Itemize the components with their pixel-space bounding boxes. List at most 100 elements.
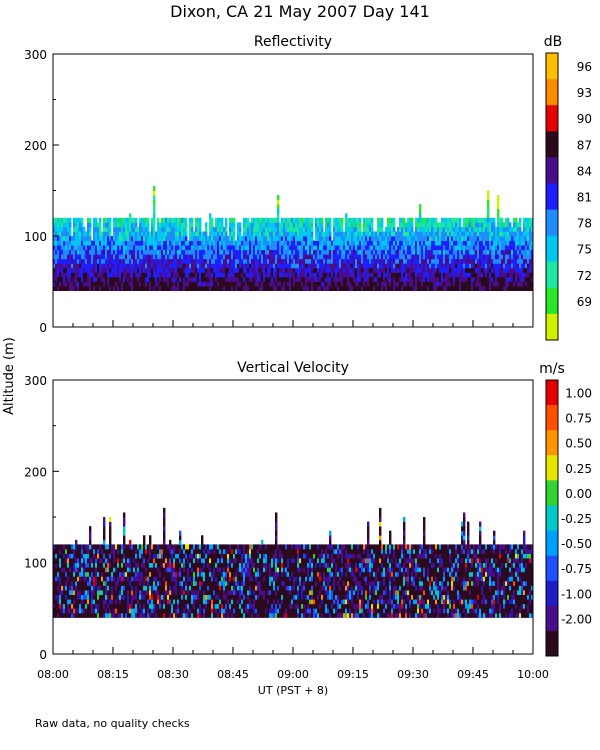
- heatmap-cell: [187, 590, 190, 596]
- heatmap-cell: [335, 272, 338, 278]
- heatmap-cell: [173, 603, 176, 609]
- heatmap-cell: [145, 240, 148, 246]
- heatmap-cell: [205, 226, 208, 232]
- heatmap-cell: [499, 263, 502, 269]
- heatmap-cell: [151, 245, 154, 251]
- heatmap-cell: [163, 263, 166, 269]
- heatmap-cell: [355, 267, 358, 273]
- heatmap-cell: [461, 258, 464, 264]
- heatmap-cell: [63, 594, 66, 600]
- heatmap-cell: [401, 249, 404, 255]
- heatmap-cell: [65, 281, 68, 287]
- heatmap-cell: [161, 254, 164, 260]
- heatmap-cell: [159, 222, 162, 228]
- heatmap-cell: [113, 594, 116, 600]
- heatmap-cell: [139, 580, 142, 586]
- vertical-velocity-title: Vertical Velocity: [237, 360, 349, 376]
- heatmap-cell: [167, 612, 170, 618]
- heatmap-cell: [55, 548, 58, 554]
- heatmap-cell: [257, 286, 260, 291]
- heatmap-cell: [443, 217, 446, 223]
- heatmap-cell: [141, 585, 144, 591]
- heatmap-cell: [145, 603, 148, 609]
- heatmap-cell: [451, 217, 454, 223]
- heatmap-cell: [523, 240, 526, 246]
- heatmap-cell: [87, 249, 90, 255]
- heatmap-cell: [81, 240, 84, 246]
- heatmap-cell: [423, 267, 426, 273]
- heatmap-cell: [209, 272, 212, 278]
- heatmap-cell: [457, 217, 460, 223]
- heatmap-cell: [103, 590, 106, 596]
- heatmap-cell: [107, 258, 110, 264]
- heatmap-cell: [99, 263, 102, 269]
- heatmap-cell: [429, 222, 432, 228]
- heatmap-cell: [393, 254, 396, 260]
- heatmap-cell: [85, 576, 88, 582]
- heatmap-cell: [349, 226, 352, 232]
- heatmap-cell: [75, 562, 78, 568]
- heatmap-cell: [187, 553, 190, 559]
- heatmap-cell: [507, 254, 510, 260]
- heatmap-cell: [61, 217, 64, 223]
- heatmap-cell: [123, 612, 126, 618]
- heatmap-cell: [267, 240, 270, 246]
- heatmap-cell: [111, 286, 114, 291]
- heatmap-cell: [79, 217, 82, 223]
- heatmap-cell: [223, 249, 226, 255]
- heatmap-cell: [95, 590, 98, 596]
- heatmap-cell: [243, 258, 246, 264]
- heatmap-cell: [95, 558, 98, 564]
- heatmap-cell: [505, 272, 508, 278]
- heatmap-cell: [395, 286, 398, 291]
- heatmap-cell: [153, 603, 156, 609]
- heatmap-cell: [119, 585, 122, 591]
- heatmap-cell: [193, 590, 196, 596]
- heatmap-cell: [155, 612, 158, 618]
- heatmap-cell: [163, 521, 166, 527]
- heatmap-cell: [321, 272, 324, 278]
- heatmap-cell: [265, 267, 268, 273]
- heatmap-cell: [53, 590, 56, 596]
- heatmap-cell: [77, 245, 80, 251]
- heatmap-cell: [173, 585, 176, 591]
- heatmap-cell: [79, 254, 82, 260]
- heatmap-cell: [417, 281, 420, 287]
- heatmap-cell: [509, 286, 512, 291]
- heatmap-cell: [139, 567, 142, 573]
- heatmap-cell: [115, 217, 118, 223]
- heatmap-cell: [129, 580, 132, 586]
- heatmap-cell: [373, 267, 376, 273]
- heatmap-cell: [191, 276, 194, 282]
- heatmap-cell: [99, 548, 102, 554]
- heatmap-cell: [255, 272, 258, 278]
- heatmap-cell: [89, 236, 92, 241]
- heatmap-cell: [313, 258, 316, 264]
- heatmap-cell: [211, 236, 214, 241]
- heatmap-cell: [143, 608, 146, 614]
- heatmap-cell: [291, 236, 294, 241]
- heatmap-cell: [379, 231, 382, 237]
- heatmap-cell: [155, 580, 158, 586]
- heatmap-cell: [257, 258, 260, 264]
- heatmap-cell: [117, 553, 120, 559]
- heatmap-cell: [235, 258, 238, 264]
- heatmap-cell: [159, 590, 162, 596]
- heatmap-cell: [55, 249, 58, 255]
- heatmap-cell: [189, 286, 192, 291]
- heatmap-cell: [97, 562, 100, 568]
- heatmap-cell: [283, 272, 286, 278]
- heatmap-cell: [371, 249, 374, 255]
- heatmap-cell: [219, 263, 222, 269]
- heatmap-cell: [229, 258, 232, 264]
- heatmap-cell: [465, 254, 468, 260]
- heatmap-cell: [53, 231, 56, 237]
- heatmap-cell: [375, 240, 378, 246]
- heatmap-cell: [153, 231, 156, 237]
- heatmap-cell: [259, 245, 262, 251]
- heatmap-cell: [75, 571, 78, 577]
- heatmap-cell: [57, 562, 60, 568]
- heatmap-cell: [127, 567, 130, 573]
- heatmap-cell: [179, 594, 182, 600]
- heatmap-cell: [277, 217, 280, 223]
